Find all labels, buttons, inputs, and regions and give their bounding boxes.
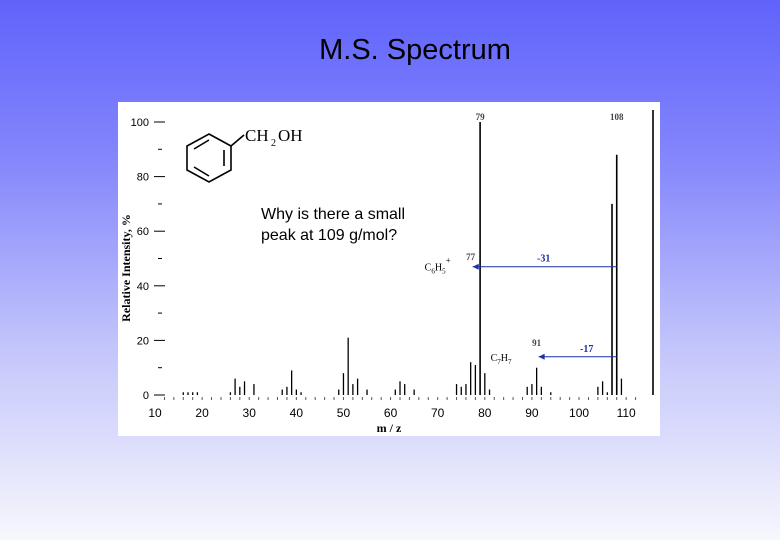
x-axis-label: m / z: [377, 421, 402, 435]
peak-layer: [182, 122, 623, 395]
axis-layer: 0 20 40 60 80 100 10 20 30 40 50 60 70 80 90 100 110: [131, 110, 654, 420]
fragment-sub: 6: [431, 268, 435, 276]
benzene-ring-structure: [186, 133, 245, 183]
fragment-element: C: [491, 353, 498, 364]
arrow-head: [472, 263, 479, 270]
label-layer: 79 108 77 91: [466, 112, 624, 348]
x-tick-label: 110: [617, 406, 636, 420]
y-axis-label: Relative Intensity, %: [119, 214, 133, 322]
fragment-sub2: 7: [508, 358, 512, 366]
formula-subscript: 2: [271, 138, 276, 149]
arrow-head: [538, 353, 545, 360]
peak-label: 77: [466, 252, 476, 262]
x-tick-label: 80: [478, 406, 492, 420]
fragment-charge: +: [446, 256, 451, 266]
fragment-label: C6H5+: [425, 256, 451, 276]
x-tick-label: 100: [569, 406, 589, 420]
fragment-element: C: [425, 263, 432, 274]
formula-main: CH: [245, 126, 269, 145]
fragment-sub2: 5: [442, 268, 446, 276]
x-tick-label: 20: [195, 406, 209, 420]
fragment-label: C7H7: [491, 353, 512, 366]
peak-label: 108: [610, 112, 624, 122]
x-tick-label: 30: [243, 406, 257, 420]
x-tick-label: 90: [525, 406, 539, 420]
y-tick-label: 100: [131, 117, 149, 129]
x-tick-label: 60: [384, 406, 398, 420]
x-tick-label: 70: [431, 406, 445, 420]
x-tick-label: 40: [290, 406, 304, 420]
loss-label: -17: [580, 344, 593, 355]
peak-label: 79: [476, 112, 486, 122]
mass-spectrum-chart: 0 20 40 60 80 100 10 20 30 40 50 60 70 80 90 100 110 79 1…: [118, 102, 660, 436]
formula-tail: OH: [278, 126, 303, 145]
y-tick-label: 40: [137, 281, 149, 293]
y-tick-label: 80: [137, 172, 149, 184]
slide-title: M.S. Spectrum: [319, 34, 511, 66]
fragment-element-h: H: [435, 263, 442, 274]
fragment-element-h: H: [501, 353, 508, 364]
loss-label: -31: [537, 254, 550, 265]
x-tick-label: 10: [148, 406, 162, 420]
fragment-sub: 7: [497, 358, 501, 366]
y-tick-label: 20: [137, 335, 149, 347]
question-text: Why is there a small peak at 109 g/mol?: [261, 206, 406, 244]
x-tick-label: 50: [337, 406, 351, 420]
y-tick-label: 0: [143, 390, 149, 402]
y-tick-label: 60: [137, 226, 149, 238]
peak-label: 91: [532, 338, 542, 348]
